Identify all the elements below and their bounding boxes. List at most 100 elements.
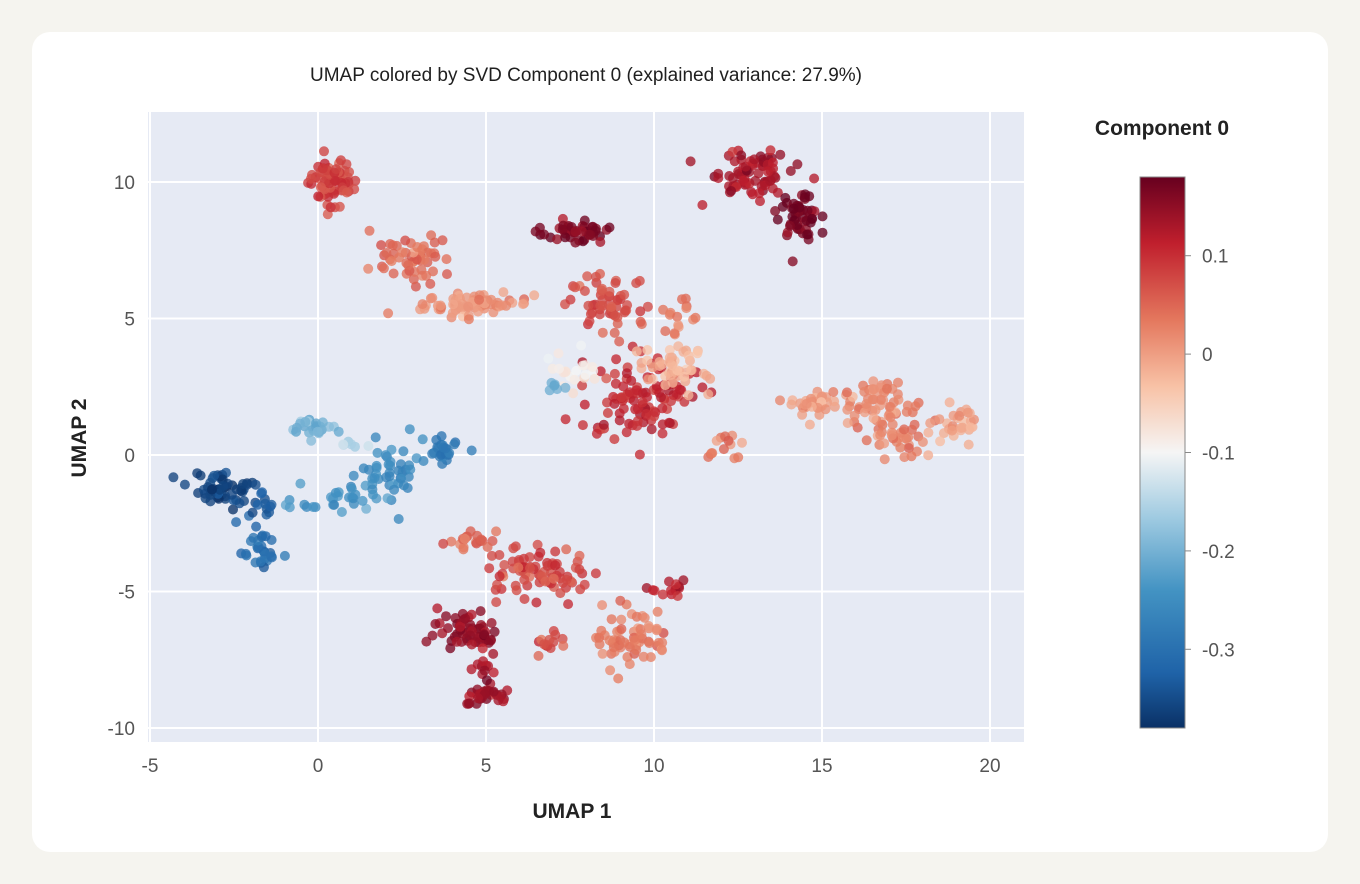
scatter-point [801,398,812,409]
scatter-point [820,404,831,415]
scatter-point [765,145,776,156]
scatter-point [265,501,276,512]
scatter-point [886,430,897,441]
scatter-point [574,564,585,575]
scatter-point [954,410,965,421]
scatter-point [398,446,409,457]
scatter-point [606,614,617,625]
scatter-point [585,229,596,240]
scatter-point [519,594,530,604]
scatter-point [632,420,643,431]
scatter-point [459,533,470,544]
scatter-point [348,498,359,509]
scatter-point [491,526,502,537]
scatter-point [903,443,914,453]
scatter-point [247,507,258,518]
scatter-point [590,568,601,579]
scatter-point [610,378,621,389]
scatter-point [560,414,571,425]
scatter-point [683,390,694,401]
scatter-point [400,235,411,246]
y-tick-label: 0 [124,446,135,467]
scatter-point [749,154,760,165]
scatter-point [772,187,783,198]
scatter-point [336,507,347,517]
scatter-point [637,397,648,408]
scatter-point [486,550,497,561]
scatter-point [595,366,606,377]
scatter-point [348,470,359,481]
scatter-point [680,293,691,304]
scatter-point [531,597,542,608]
scatter-point [786,399,797,410]
scatter-point [463,314,474,325]
scatter-point [925,418,936,429]
scatter-point [427,292,438,303]
scatter-point [614,408,625,419]
scatter-point [711,435,722,446]
scatter-point [455,621,466,632]
scatter-point [868,384,879,395]
scatter-point [381,248,392,258]
scatter-point [817,227,828,238]
umap-scatter-chart: UMAP colored by SVD Component 0 (explain… [68,65,1235,823]
scatter-point [458,542,469,553]
scatter-point [383,308,394,319]
scatter-point [624,659,635,670]
scatter-point [610,278,621,288]
scatter-point [384,471,395,482]
scatter-point [466,664,477,675]
colorbar-tick-label: -0.2 [1202,542,1235,563]
scatter-point [435,300,446,311]
chart-title: UMAP colored by SVD Component 0 (explain… [310,65,862,86]
scatter-point [554,363,564,374]
scatter-point [488,648,499,659]
x-tick-label: 20 [979,756,1000,777]
scatter-point [906,424,917,435]
scatter-point [474,294,485,305]
scatter-point [660,380,671,391]
scatter-point [479,629,490,640]
colorbar-tick-label: -0.1 [1202,444,1235,465]
scatter-point [879,454,890,465]
scatter-point [419,255,429,265]
scatter-point [418,456,429,466]
scatter-point [697,382,708,393]
scatter-point [376,240,387,251]
scatter-point [622,300,633,311]
scatter-point [226,489,237,500]
scatter-point [558,640,569,651]
scatter-point [867,394,878,405]
scatter-point [647,362,658,373]
scatter-point [308,502,319,512]
scatter-point [361,503,372,514]
scatter-point [606,302,617,312]
scatter-point [228,504,238,515]
scatter-point [484,563,495,574]
scatter-point [560,382,571,393]
scatter-point [398,480,409,491]
scatter-point [690,312,701,323]
scatter-point [575,584,586,595]
scatter-point [775,395,785,406]
scatter-point [955,423,966,433]
scatter-point [368,489,378,500]
scatter-point [386,256,397,267]
scatter-point [234,498,245,509]
scatter-point [630,404,641,415]
scatter-point [724,171,735,181]
scatter-point [861,435,872,446]
scatter-point [609,327,620,338]
scatter-point [580,369,591,380]
scatter-point [364,225,375,236]
scatter-point [597,648,608,659]
scatter-point [465,630,476,641]
scatter-point [609,434,620,445]
scatter-point [585,309,596,319]
scatter-point [733,452,744,463]
scatter-point [486,618,497,628]
y-tick-label: 5 [124,310,135,331]
scatter-point [431,434,442,445]
scatter-point [569,374,580,385]
scatter-point [330,176,341,186]
